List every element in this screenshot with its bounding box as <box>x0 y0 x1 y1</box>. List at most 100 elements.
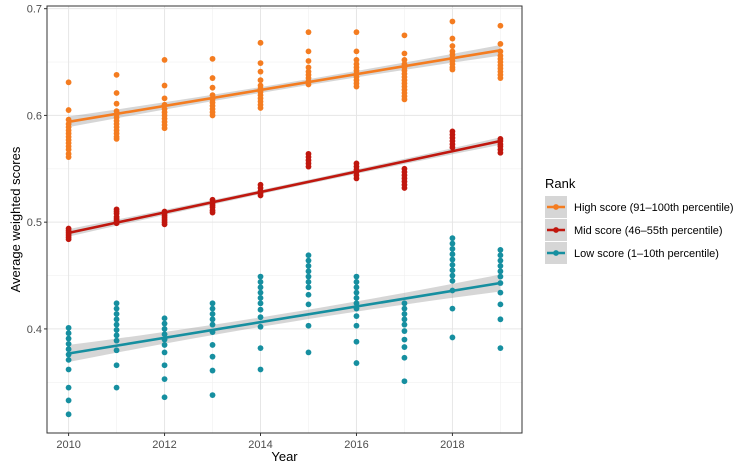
data-point <box>65 335 72 342</box>
data-point <box>209 209 216 216</box>
data-point <box>113 321 120 328</box>
data-point <box>113 90 120 96</box>
legend-item: High score (91–100th percentile) <box>545 196 734 218</box>
data-point <box>65 330 72 337</box>
data-point <box>353 279 360 285</box>
data-point <box>161 315 168 322</box>
data-point <box>353 300 360 307</box>
data-point <box>209 84 216 91</box>
data-point <box>113 384 120 391</box>
data-point <box>209 311 216 317</box>
data-point <box>113 347 120 354</box>
data-point <box>257 284 264 291</box>
legend: Rank High score (91–100th percentile) Mid… <box>545 176 734 264</box>
data-point <box>161 331 168 338</box>
data-point <box>257 300 264 307</box>
legend-key-point <box>553 250 559 256</box>
data-point <box>113 300 120 307</box>
data-point <box>257 345 264 352</box>
data-point <box>353 322 360 329</box>
data-point <box>113 362 120 369</box>
x-tick-label: 2018 <box>440 439 464 451</box>
x-axis-title: Year <box>271 449 298 464</box>
data-point <box>353 284 360 291</box>
data-point <box>257 295 264 301</box>
data-point <box>65 346 72 353</box>
data-point <box>65 340 72 347</box>
data-point <box>305 64 312 71</box>
data-point <box>497 149 504 156</box>
data-point <box>209 342 216 348</box>
data-point <box>353 57 360 63</box>
data-point <box>305 273 312 280</box>
data-point <box>257 314 264 321</box>
y-tick-label: 0.4 <box>27 324 42 336</box>
data-point <box>449 18 456 25</box>
plot-panel-border <box>46 5 523 434</box>
data-point <box>209 55 216 62</box>
data-point <box>401 336 408 343</box>
data-point <box>401 96 408 103</box>
trend-lines <box>68 49 501 355</box>
legend-item: Low score (1–10th percentile) <box>545 242 719 264</box>
data-point <box>161 320 168 327</box>
data-point <box>257 279 264 285</box>
y-axis-title: Average weighted scores <box>8 146 23 292</box>
data-point <box>401 321 408 328</box>
data-point <box>209 316 216 323</box>
data-point <box>305 301 312 308</box>
data-point <box>257 289 264 296</box>
data-point <box>401 57 408 63</box>
data-point <box>161 376 168 382</box>
data-point <box>497 22 504 29</box>
data-point <box>161 342 168 348</box>
y-tick-label: 0.6 <box>27 110 42 122</box>
data-point <box>209 367 216 374</box>
data-point <box>401 185 408 191</box>
data-point <box>113 136 120 142</box>
data-point <box>65 107 72 113</box>
data-point <box>257 68 264 75</box>
data-point <box>449 43 456 49</box>
data-point <box>401 305 408 312</box>
data-point <box>257 39 264 46</box>
data-point <box>497 316 504 323</box>
data-point <box>257 306 264 313</box>
data-point <box>497 247 504 253</box>
data-point <box>65 154 72 160</box>
data-point <box>65 79 72 86</box>
data-point <box>497 252 504 259</box>
data-point <box>497 257 504 264</box>
trend-line <box>68 139 501 235</box>
data-point <box>353 83 360 90</box>
data-point <box>209 112 216 119</box>
data-point <box>65 146 72 153</box>
data-point <box>449 240 456 247</box>
legend-items: High score (91–100th percentile) Mid scor… <box>545 196 734 264</box>
data-point <box>161 57 168 63</box>
data-point <box>497 75 504 81</box>
data-point <box>113 327 120 333</box>
legend-label: Low score (1–10th percentile) <box>574 248 719 260</box>
data-point <box>305 284 312 291</box>
data-point <box>449 144 456 151</box>
data-point <box>209 300 216 307</box>
data-point <box>113 305 120 312</box>
data-point <box>449 245 456 252</box>
data-point <box>305 48 312 55</box>
data-point <box>401 316 408 323</box>
x-tick-label: 2014 <box>248 439 272 451</box>
data-point <box>449 35 456 42</box>
data-point <box>305 163 312 170</box>
data-point <box>161 349 168 356</box>
data-point <box>305 58 312 64</box>
data-point <box>209 321 216 328</box>
data-point <box>353 48 360 55</box>
data-point <box>257 60 264 67</box>
data-point <box>257 366 264 373</box>
data-point <box>65 397 72 404</box>
y-axis-ticks: 0.4 0.5 0.6 0.7 <box>27 4 47 336</box>
data-point <box>497 263 504 269</box>
legend-label: Mid score (46–55th percentile) <box>574 225 723 237</box>
